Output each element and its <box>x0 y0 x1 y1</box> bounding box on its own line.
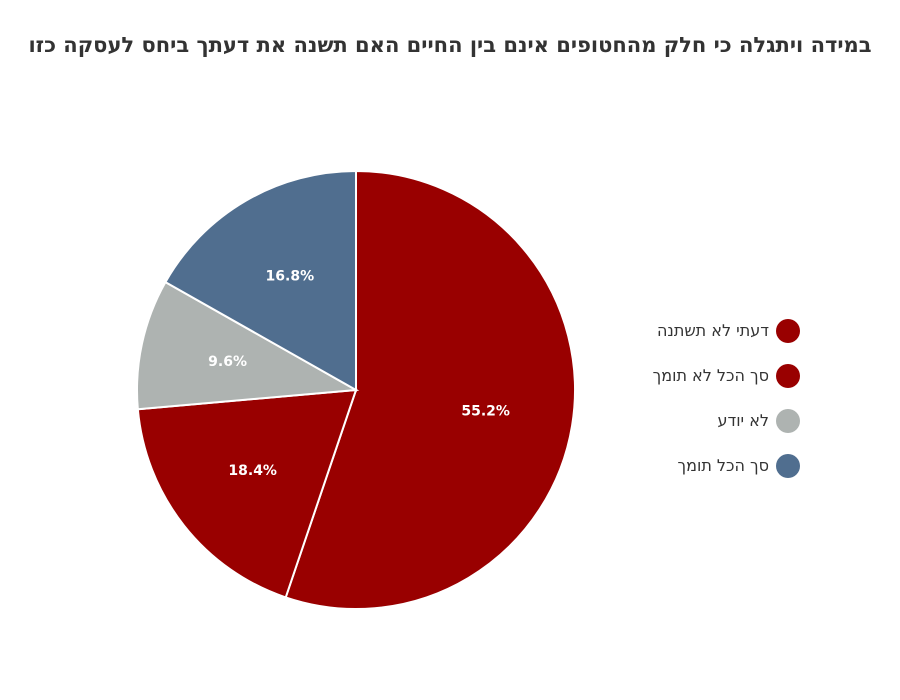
legend-item-3[interactable]: סך הכל תומך <box>653 443 800 488</box>
legend-item-0[interactable]: דעתי לא תשתנה <box>653 308 800 353</box>
legend-item-2[interactable]: לא יודע <box>653 398 800 443</box>
legend-marker-icon <box>776 453 800 478</box>
pie-slice-3 <box>164 169 357 392</box>
pie-data-labels: 55.2% 18.4% 9.6% 16.8% <box>208 268 510 479</box>
data-label-0: 55.2% <box>461 403 510 419</box>
pie-slice-2 <box>136 280 360 411</box>
data-label-1: 18.4% <box>228 463 277 479</box>
chart-title: במידה ויתגלה כי חלק מהחטופים אינם בין הח… <box>28 33 872 57</box>
pie-slices <box>136 169 576 610</box>
pie-slice-0 <box>284 169 576 610</box>
data-label-2: 9.6% <box>208 354 247 370</box>
legend-item-1[interactable]: סך הכל לא תומך <box>653 353 800 398</box>
pie-slice-1 <box>136 388 358 599</box>
legend-marker-icon <box>776 318 800 343</box>
legend-label: סך הכל לא תומך <box>652 366 769 385</box>
legend: דעתי לא תשתנה סך הכל לא תומך לא יודע סך הכל… <box>653 308 800 488</box>
legend-marker-icon <box>776 408 800 433</box>
legend-label: סך הכל תומך <box>677 456 770 475</box>
legend-label: לא יודע <box>717 411 769 430</box>
legend-marker-icon <box>776 363 800 388</box>
data-label-3: 16.8% <box>266 268 315 284</box>
legend-label: דעתי לא תשתנה <box>656 321 769 340</box>
